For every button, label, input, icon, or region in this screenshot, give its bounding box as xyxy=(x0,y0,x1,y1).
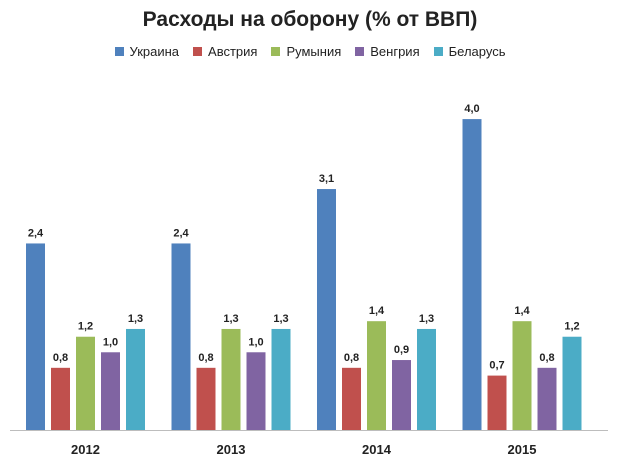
bar xyxy=(246,352,266,430)
legend-label: Украина xyxy=(129,44,180,59)
legend: Украина Австрия Румыния Венгрия Беларусь xyxy=(0,44,620,59)
legend-item-romania: Румыния xyxy=(271,44,341,59)
legend-item-belarus: Беларусь xyxy=(433,44,506,59)
bar xyxy=(342,367,361,430)
legend-swatch xyxy=(355,47,365,56)
data-label: 1,3 xyxy=(419,313,434,325)
legend-swatch xyxy=(114,47,124,56)
bar xyxy=(392,360,411,430)
legend-label: Австрия xyxy=(208,44,258,59)
data-label: 1,2 xyxy=(78,321,93,333)
legend-item-austria: Австрия xyxy=(193,44,257,59)
legend-swatch xyxy=(193,47,203,56)
data-label: 0,9 xyxy=(394,344,409,356)
legend-item-hungary: Венгрия xyxy=(355,44,420,59)
data-label: 3,1 xyxy=(319,173,334,185)
bar xyxy=(562,336,582,430)
data-label: 1,3 xyxy=(128,313,143,325)
bar xyxy=(417,328,436,430)
legend-label: Беларусь xyxy=(448,44,506,59)
data-label: 0,8 xyxy=(53,352,68,364)
bar xyxy=(76,336,95,430)
data-label: 2,4 xyxy=(173,227,189,239)
bar xyxy=(126,328,145,430)
legend-swatch xyxy=(271,47,281,56)
bar xyxy=(271,328,291,430)
legend-swatch xyxy=(433,47,443,56)
bar xyxy=(462,119,482,430)
data-label: 1,4 xyxy=(369,305,385,317)
bar xyxy=(221,328,241,430)
data-label: 0,8 xyxy=(344,352,359,364)
legend-label: Румыния xyxy=(286,44,342,59)
chart-title: Расходы на оборону (% от ВВП) xyxy=(142,8,478,31)
bar xyxy=(512,321,532,430)
legend-label: Венгрия xyxy=(370,44,420,59)
x-tick-label: 2012 xyxy=(71,442,100,457)
legend-item-ukraine: Украина xyxy=(114,44,180,59)
data-label: 1,2 xyxy=(564,321,579,333)
bar xyxy=(171,243,191,430)
data-label: 1,3 xyxy=(223,313,238,325)
data-label: 0,8 xyxy=(539,352,554,364)
data-label: 1,0 xyxy=(248,336,263,348)
bar xyxy=(537,367,557,430)
x-tick-label: 2014 xyxy=(362,442,392,457)
bar xyxy=(487,375,507,430)
data-label: 1,0 xyxy=(103,336,118,348)
data-label: 0,7 xyxy=(489,360,504,372)
bar xyxy=(317,189,336,430)
data-label: 1,4 xyxy=(514,305,530,317)
bar xyxy=(51,367,70,430)
bar xyxy=(101,352,120,430)
data-label: 1,3 xyxy=(273,313,288,325)
data-label: 0,8 xyxy=(198,352,213,364)
bar xyxy=(26,243,45,430)
bar xyxy=(367,321,386,430)
x-tick-label: 2015 xyxy=(508,442,537,457)
x-tick-label: 2013 xyxy=(217,442,246,457)
bar xyxy=(196,367,216,430)
data-label: 4,0 xyxy=(464,103,479,115)
data-label: 2,4 xyxy=(28,227,44,239)
